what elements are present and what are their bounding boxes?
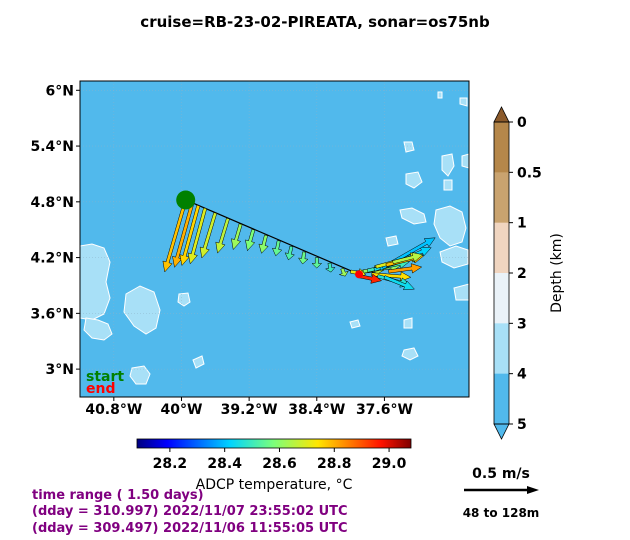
y-tick-label: 6°N [46,83,74,99]
shallow-patch [123,285,161,335]
shallow-patch [177,292,191,307]
shallow-patch [192,355,205,369]
current-vector [324,262,336,273]
shallow-patch [80,243,111,321]
start-marker [176,190,196,210]
ship-track [185,199,360,275]
current-vector [297,251,309,265]
start-time-text: (dday = 309.497) 2022/11/06 11:55:05 UTC [32,521,348,536]
depth-over-triangle [493,106,510,123]
depth-tick-label: 2 [517,266,527,282]
current-vector [388,263,423,274]
y-axis-ticks: 3°N 3.6°N 4.2°N 4.8°N 5.4°N 6°N [30,83,80,378]
temp-tick-label: 28.4 [207,456,242,472]
current-vector [284,245,295,261]
shallow-patch [453,283,469,301]
start-label: start [86,369,124,385]
y-tick-label: 5.4°N [30,139,74,155]
depth-segment [494,373,509,425]
temp-tick-label: 28.6 [262,456,297,472]
y-tick-label: 3.6°N [30,306,74,322]
current-vector [338,267,349,277]
shallow-patch [401,347,419,361]
depth-tick-label: 1 [517,216,527,232]
temperature-colorbar-label: ADCP temperature, °C [196,477,353,493]
end-marker [355,270,364,279]
scale-arrow-head [527,486,539,494]
track-markers [176,190,364,279]
current-vector [258,234,269,254]
x-tick-label: 40°W [161,402,203,418]
depth-segment [494,172,509,224]
end-time-text: (dday = 310.997) 2022/11/07 23:55:02 UTC [32,504,348,519]
time-range-text: time range ( 1.50 days) [32,488,204,503]
shallow-patch [433,205,467,247]
current-vector [311,257,323,269]
shallow-patch [437,91,443,99]
depth-segment [494,273,509,324]
current-vector [392,252,424,265]
shallow-patch [129,365,151,385]
depth-segment [494,222,509,274]
shallow-patch [461,153,469,169]
depth-colorbar-label: Depth (km) [549,233,565,313]
current-vector [162,199,188,273]
y-tick-label: 4.2°N [30,251,74,267]
x-tick-label: 38.4°W [288,402,345,418]
depth-segment [494,323,509,375]
current-vector [215,217,230,254]
shallow-patch [399,207,427,225]
depth-tick-label: 4 [517,367,527,383]
x-tick-label: 39.2°W [221,402,278,418]
temp-tick-label: 29.0 [372,456,407,472]
current-vector [271,240,283,257]
y-tick-label: 4.8°N [30,195,74,211]
depth-colorbar: 0 0.5 1 2 3 4 5 [493,106,542,440]
depth-under-triangle [493,423,510,440]
current-vector [383,275,415,291]
current-vector [187,207,208,265]
depth-tick-label: 3 [517,316,527,332]
x-axis-ticks: 40.8°W 40°W 39.2°W 38.4°W 37.6°W [85,397,413,418]
current-vector [245,228,256,252]
shallow-patch [405,171,423,189]
depth-segment [494,122,509,173]
shallow-patch [385,235,399,247]
x-tick-label: 37.6°W [356,402,413,418]
shallow-patch [403,317,413,329]
current-vector [199,212,218,259]
chart-title: cruise=RB-23-02-PIREATA, sonar=os75nb [140,13,490,31]
current-vector [179,204,201,267]
shallow-patch [459,97,468,107]
depth-tick-label: 0.5 [517,165,542,181]
current-vector [371,271,412,282]
current-vector [231,223,243,251]
current-vectors [162,199,436,291]
temp-tick-label: 28.8 [317,456,352,472]
scale-speed-label: 0.5 m/s [472,466,530,482]
bathymetry-shallows [80,91,469,385]
map-frame [79,80,470,398]
temp-tick-label: 28.2 [153,456,188,472]
scale-arrow [464,486,539,494]
temperature-colorbar [136,438,412,449]
map-area: start end [79,80,470,398]
depth-tick-label: 0 [517,115,527,131]
track-line [185,199,360,275]
depth-tick-label: 5 [517,417,527,433]
end-label: end [86,381,115,397]
x-tick-label: 40.8°W [85,402,142,418]
temperature-colorbar-ticks: 28.2 28.4 28.6 28.8 29.0 [153,448,407,472]
current-vector [172,201,195,268]
y-tick-label: 3°N [46,362,74,378]
shallow-patch [443,179,453,191]
scale-depth-range: 48 to 128m [463,506,540,520]
shallow-patch [439,245,469,269]
ocean-background [80,81,469,397]
shallow-patch [349,319,361,329]
shallow-patch [441,153,455,177]
shallow-patch [83,317,113,341]
shallow-patch [403,141,415,153]
